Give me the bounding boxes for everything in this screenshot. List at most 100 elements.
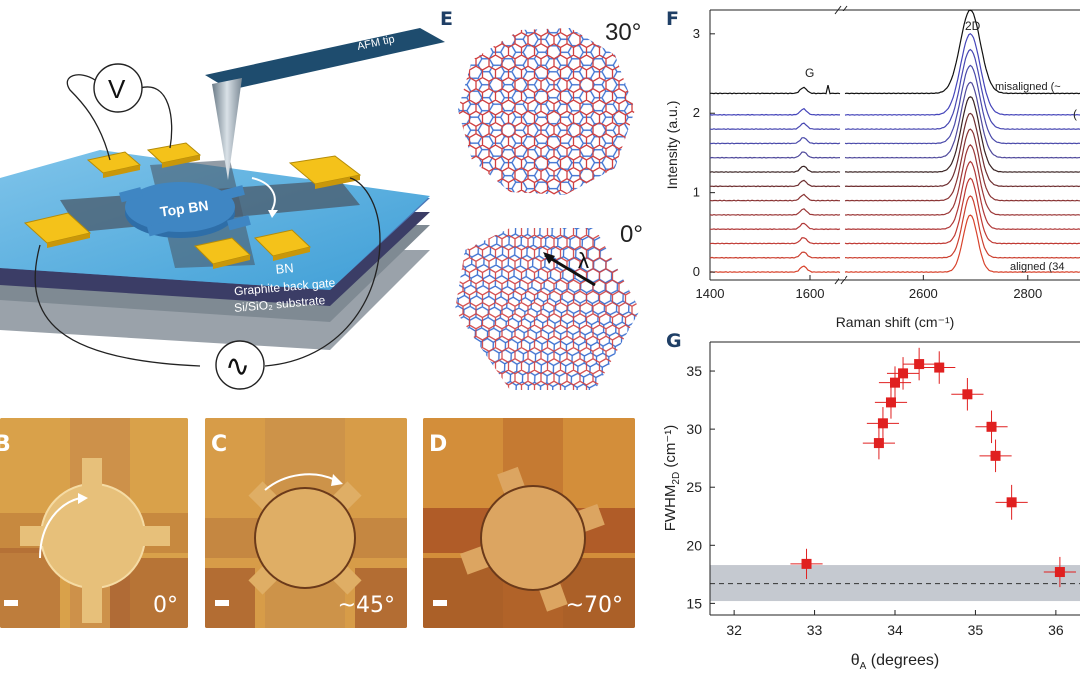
raman-trace [844,214,1080,273]
y-tick-label: 3 [693,26,700,41]
fwhm-chart: 32 33 34 35 36 15 20 25 30 35 FWHM2D (cm⁻¹) θA (d… [662,341,1080,672]
scale-bar [433,600,447,606]
raman-trace [844,9,1080,95]
angle-label-c: ~45° [337,593,395,618]
x-tick-label: 1600 [796,286,825,301]
reference-band [710,565,1080,602]
lambda-label: λ [578,248,589,273]
rotation-arrow-icon [251,177,276,211]
y-tick-label: 0 [693,264,700,279]
y-tick-label: 30 [686,421,702,437]
afm-cantilever [205,28,445,90]
scale-bar [4,600,18,606]
raman-trace [709,222,841,231]
raman-trace [844,112,1080,188]
ac-source-icon [215,340,265,390]
x-tick-label: 1400 [696,286,725,301]
panel-letter-f: F [666,8,679,30]
data-point [914,359,925,370]
raman-trace [709,251,841,259]
panel-letter-d: D [429,432,448,457]
label-misaligned: misaligned (~ [995,81,1061,93]
x-tick-label: 2800 [1013,286,1042,301]
scale-bar [215,600,229,606]
y-tick-label: 2 [693,105,700,120]
angle-label-b: 0° [153,593,178,618]
raman-trace [710,84,841,95]
x-tick-label: 35 [968,622,984,638]
data-point [890,377,900,388]
afm-image-c: C ~45° [205,418,407,628]
raman-trace [844,81,1080,159]
raman-trace [709,193,841,202]
data-point [885,397,896,408]
peak-g-label: G [805,66,814,80]
label-edge: ( [1073,107,1077,121]
label-aligned: aligned (34 [1010,261,1064,273]
data-point [1054,567,1065,578]
raman-trace [844,177,1080,245]
top-bn-label: Top BN [159,197,209,220]
peak-2d-label: 2D [965,19,981,33]
panel-letter-g: G [666,330,682,352]
data-point [986,421,997,432]
raman-trace [844,160,1080,231]
y-tick-label: 35 [686,363,702,379]
panel-letter-c: C [211,432,228,457]
x-axis-label: Raman shift (cm⁻¹) [836,314,955,330]
bn-label: BN [275,260,294,277]
y-tick-label: 1 [693,185,700,200]
moire-wavelength-arrow [544,253,596,287]
raman-trace [709,179,841,188]
data-point [990,450,1001,461]
device-schematic: Top BN AFM tip V ∿ BN Graphite back gate… [0,28,445,390]
voltmeter-icon [93,63,143,113]
panel-letter-e: E [440,8,453,30]
y-tick-label: 15 [686,595,702,611]
y-axis-label: Intensity (a.u.) [664,101,680,190]
voltmeter-label: V [108,74,126,104]
data-point [898,368,909,379]
raman-trace [710,137,841,145]
moire-30-degrees [458,28,635,195]
data-point [877,418,888,429]
raman-trace [844,128,1080,202]
panel-letter-b: B [0,432,11,457]
ac-source-label: ∿ [225,350,250,383]
top-bn-disk [125,182,235,232]
x-axis-label: θA (degrees) [851,652,940,672]
x-tick-label: 2600 [909,286,938,301]
raman-trace [844,64,1080,145]
y-tick-label: 25 [686,479,702,495]
moire-lattice-figure: 30° 0° λ [455,19,643,390]
data-point [873,438,884,449]
raman-trace [844,48,1080,130]
y-tick-label: 20 [686,537,702,553]
x-tick-label: 33 [807,622,823,638]
afm-image-d: D ~70° [423,418,635,628]
angle-label-d: ~70° [565,593,623,618]
raman-trace [709,237,841,245]
angle-label-30: 30° [605,19,641,46]
x-tick-label: 34 [887,622,903,638]
data-point [934,362,945,373]
data-point [801,558,812,569]
raman-trace [709,165,841,173]
raman-trace [844,32,1080,116]
raman-trace [845,143,1080,216]
x-tick-label: 36 [1048,622,1064,638]
raman-trace [709,107,840,116]
raman-trace [844,195,1080,259]
data-point [962,389,973,400]
x-tick-label: 32 [726,622,742,638]
raman-trace [709,265,841,274]
raman-trace [709,122,841,131]
afm-tip [212,78,242,180]
y-axis-label: FWHM2D (cm⁻¹) [662,425,682,532]
data-point [1006,497,1017,508]
afm-image-b: B 0° [0,418,188,628]
raman-trace [845,96,1080,173]
raman-trace [709,208,841,216]
angle-label-0: 0° [620,221,643,248]
